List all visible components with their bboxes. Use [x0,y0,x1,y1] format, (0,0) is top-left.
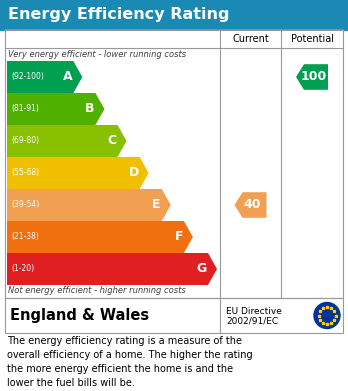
Polygon shape [7,189,171,221]
Polygon shape [296,64,328,90]
Text: 2002/91/EC: 2002/91/EC [226,316,278,325]
Polygon shape [7,125,127,157]
Text: Very energy efficient - lower running costs: Very energy efficient - lower running co… [8,50,186,59]
Text: C: C [108,135,117,147]
Text: (92-100): (92-100) [11,72,44,81]
Circle shape [314,303,340,328]
Bar [5,298,343,333]
Text: England & Wales: England & Wales [10,308,149,323]
Text: EU Directive: EU Directive [226,307,282,316]
Text: (69-80): (69-80) [11,136,39,145]
Text: (39-54): (39-54) [11,201,39,210]
Polygon shape [7,157,149,189]
Polygon shape [7,253,217,285]
Text: (81-91): (81-91) [11,104,39,113]
Bar [5,30,343,298]
Text: (1-20): (1-20) [11,264,34,273]
Text: The energy efficiency rating is a measure of the
overall efficiency of a home. T: The energy efficiency rating is a measur… [7,336,253,388]
Text: Energy Efficiency Rating: Energy Efficiency Rating [8,7,229,23]
Text: (55-68): (55-68) [11,169,39,178]
Text: 100: 100 [301,70,327,84]
Text: Current: Current [232,34,269,44]
Text: A: A [63,70,72,84]
Text: B: B [85,102,94,115]
Bar [5,298,343,333]
Text: (21-38): (21-38) [11,233,39,242]
Text: D: D [128,167,139,179]
Text: G: G [197,262,207,276]
Polygon shape [235,192,267,218]
Bar [5,30,343,48]
Polygon shape [7,61,82,93]
Bar [0,0,348,30]
Text: E: E [152,199,161,212]
Polygon shape [7,93,104,125]
Text: Not energy efficient - higher running costs: Not energy efficient - higher running co… [8,286,186,295]
Text: Potential: Potential [291,34,333,44]
Text: 40: 40 [244,199,261,212]
Text: F: F [174,231,183,244]
Polygon shape [7,221,193,253]
